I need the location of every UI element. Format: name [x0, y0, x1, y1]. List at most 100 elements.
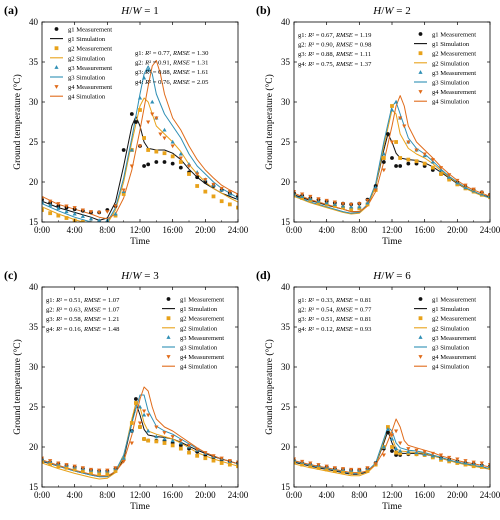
x-tick-label: 12:00 [130, 225, 151, 235]
legend-marker-swatch [166, 316, 171, 321]
data-point [300, 196, 305, 200]
data-point [389, 140, 395, 145]
data-point [134, 397, 138, 401]
data-point [236, 464, 238, 469]
data-point [211, 454, 216, 459]
stat-annotation: g1: R² = 0.51, RMSE = 1.07 [46, 297, 120, 304]
data-point [48, 461, 53, 466]
data-point [97, 218, 102, 222]
data-point [324, 464, 329, 469]
data-point [332, 204, 337, 208]
series-line [42, 386, 238, 477]
legend-entry: g2 Simulation [432, 60, 470, 67]
y-tick-label: 15 [29, 217, 39, 227]
data-point [42, 199, 45, 204]
data-point [349, 467, 354, 472]
series-line [294, 101, 490, 214]
x-tick-label: 4:00 [319, 225, 336, 235]
data-point [402, 124, 407, 129]
x-tick-label: 8:00 [99, 225, 116, 235]
data-point [398, 448, 403, 453]
x-axis-label: Time [130, 502, 150, 512]
series-line [42, 97, 238, 222]
data-point [113, 204, 118, 209]
data-point [142, 164, 146, 168]
data-point [162, 441, 167, 445]
data-point [386, 425, 390, 429]
data-point [89, 470, 93, 475]
data-point [341, 469, 345, 474]
y-tick-label: 35 [29, 57, 39, 67]
x-axis-label: Time [382, 502, 402, 512]
data-point [479, 465, 484, 469]
x-tick-label: 20:00 [195, 225, 216, 235]
y-tick-label: 30 [29, 97, 39, 107]
data-point [398, 156, 403, 160]
data-point [154, 160, 159, 164]
data-point [381, 151, 386, 156]
data-point [158, 132, 163, 137]
data-point [316, 197, 321, 202]
data-point [394, 140, 398, 144]
x-tick-label: 4:00 [67, 490, 84, 500]
data-point [455, 178, 460, 183]
data-point [414, 448, 419, 453]
data-point [332, 466, 337, 471]
data-point [129, 147, 134, 152]
data-point [141, 412, 147, 417]
y-axis-label: Ground temperature (°C) [12, 74, 23, 170]
data-point [373, 462, 378, 467]
data-point [178, 151, 183, 156]
x-tick-label: 8:00 [99, 490, 116, 500]
series-line [294, 109, 490, 215]
data-point [227, 190, 232, 194]
legend-entry: g2 Simulation [432, 325, 470, 332]
data-point [294, 460, 296, 465]
data-point [414, 452, 419, 457]
legend-entry: g2 Measurement [432, 51, 476, 58]
data-point [56, 461, 61, 466]
data-point [42, 459, 44, 464]
data-point [97, 472, 102, 477]
y-tick-label: 30 [29, 362, 39, 372]
data-point [48, 199, 53, 204]
data-point [487, 463, 490, 468]
data-point [211, 194, 216, 199]
data-point [455, 182, 460, 187]
y-tick-label: 15 [281, 482, 291, 492]
chart-panel: (a) H/W = 1 15 20 25 30 35 40 0:00 4:00 8:00 12:00 1… [4, 3, 249, 247]
data-point [308, 464, 313, 469]
data-point [349, 202, 354, 207]
data-point [219, 456, 224, 461]
data-point [88, 216, 94, 221]
x-tick-label: 24:00 [480, 490, 500, 500]
data-point [72, 467, 77, 472]
data-point [236, 205, 238, 210]
legend-entry: g4 Simulation [180, 364, 218, 371]
data-point [129, 428, 134, 433]
y-tick-label: 20 [29, 442, 39, 452]
x-tick-label: 16:00 [414, 225, 435, 235]
legend-entry: g3 Measurement [180, 335, 224, 342]
data-point [414, 159, 419, 164]
plot-area [294, 95, 490, 215]
legend-entry: g2 Simulation [68, 55, 106, 62]
legend-entry: g1 Measurement [432, 297, 476, 304]
legend-entry: g1 Simulation [180, 306, 218, 313]
data-point [235, 460, 238, 465]
series-line [42, 402, 238, 478]
data-point [178, 446, 183, 451]
data-point [235, 195, 238, 200]
data-point [447, 455, 452, 460]
legend-marker-swatch [54, 65, 59, 69]
legend-marker-swatch [418, 51, 423, 56]
y-tick-label: 20 [281, 442, 291, 452]
data-point [162, 431, 167, 435]
legend-entry: g1 Simulation [432, 306, 470, 313]
data-point [340, 467, 346, 471]
x-tick-label: 0:00 [34, 490, 51, 500]
data-point [393, 429, 399, 434]
data-point [479, 461, 484, 466]
data-point [48, 202, 53, 207]
data-point [390, 156, 394, 160]
